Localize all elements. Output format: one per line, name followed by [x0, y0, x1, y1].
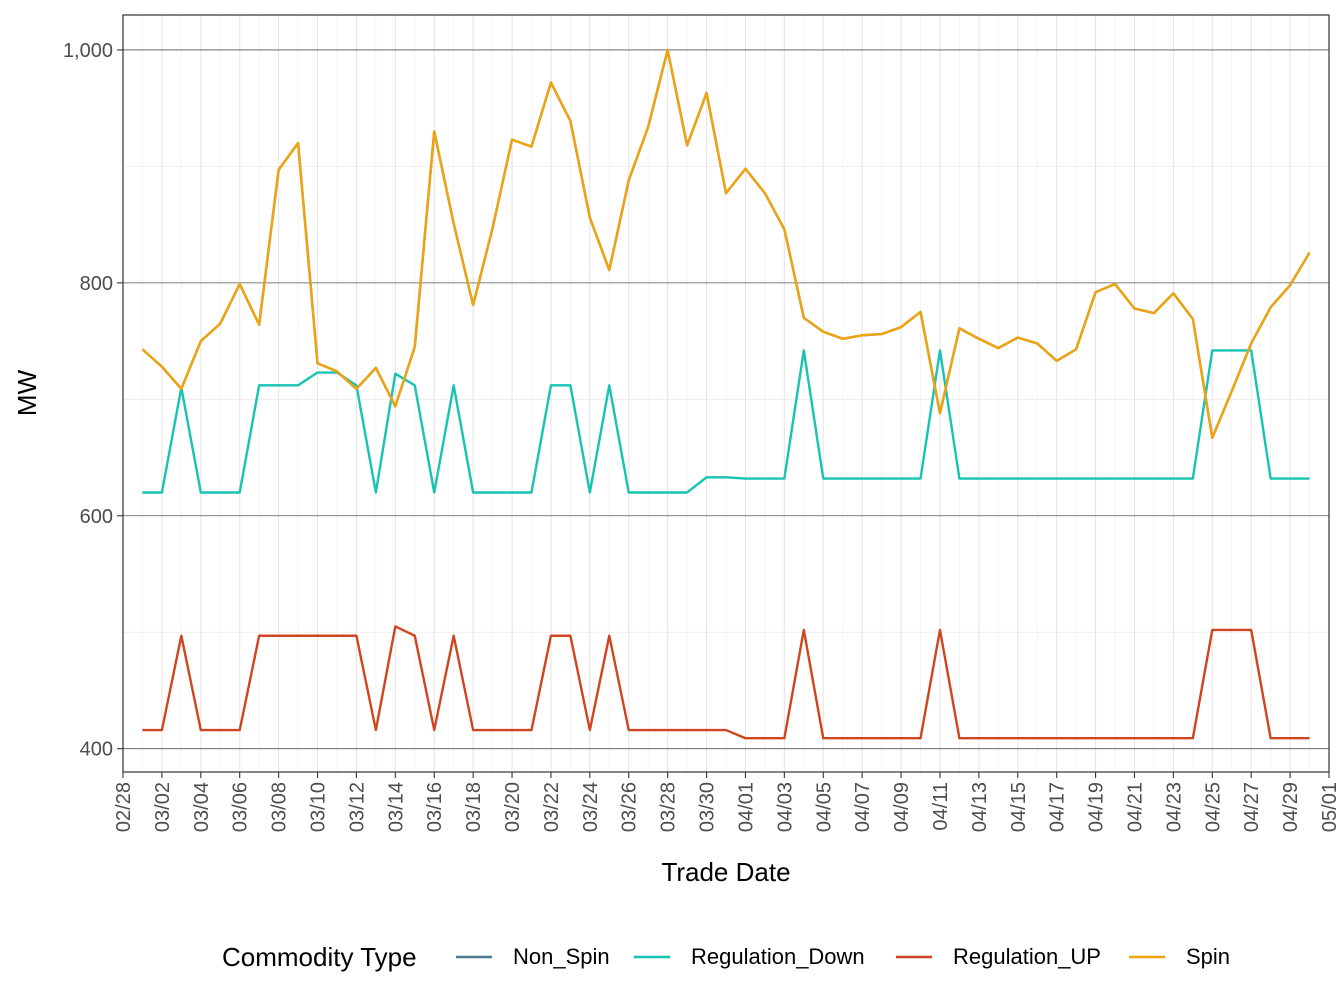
x-tick-label: 03/06 — [230, 782, 252, 832]
y-axis-title: MW — [12, 369, 42, 416]
x-tick-label: 05/01 — [1319, 782, 1341, 832]
x-tick-label: 04/13 — [969, 782, 991, 832]
x-tick-label: 04/07 — [852, 782, 874, 832]
series-line-regulation-up — [142, 625, 1310, 740]
x-tick-label: 03/20 — [502, 782, 524, 832]
x-axis: 02/28 03/02 03/04 03/06 03/08 03/10 03/12 03/14… — [113, 772, 1341, 832]
legend: Commodity Type Non_Spin Regulation_Down Re… — [222, 942, 1230, 972]
series-line-spin — [141, 48, 1311, 439]
x-tick-label: 03/10 — [308, 782, 330, 832]
y-tick-label: 800 — [80, 273, 113, 295]
x-tick-label: 04/11 — [930, 782, 952, 831]
x-tick-label: 04/27 — [1241, 782, 1263, 832]
x-tick-label: 04/25 — [1202, 782, 1224, 832]
x-tick-label: 03/18 — [463, 782, 485, 832]
x-tick-label: 04/01 — [735, 782, 757, 832]
x-tick-label: 04/17 — [1047, 782, 1069, 832]
x-tick-label: 03/22 — [541, 782, 563, 832]
legend-label-regulation-down: Regulation_Down — [691, 944, 865, 969]
x-tick-label: 04/09 — [891, 782, 913, 832]
legend-label-spin: Spin — [1186, 944, 1230, 969]
x-tick-label: 04/15 — [1008, 782, 1030, 832]
legend-title: Commodity Type — [222, 942, 417, 972]
x-tick-label: 03/24 — [580, 782, 602, 832]
y-tick-label: 1,000 — [63, 40, 113, 62]
legend-label-regulation-up: Regulation_UP — [953, 944, 1101, 969]
y-tick-label: 600 — [80, 506, 113, 528]
x-axis-title: Trade Date — [661, 857, 790, 887]
x-tick-label: 04/05 — [813, 782, 835, 832]
x-tick-label: 04/03 — [774, 782, 796, 832]
x-tick-label: 03/12 — [346, 782, 368, 832]
x-tick-label: 03/26 — [619, 782, 641, 832]
y-tick-label: 400 — [80, 739, 113, 761]
y-axis: 400 600 800 1,000 — [63, 40, 123, 761]
plot-border — [122, 14, 1330, 773]
x-tick-label: 03/04 — [191, 782, 213, 832]
x-tick-label: 02/28 — [113, 782, 135, 832]
x-tick-label: 03/16 — [424, 782, 446, 832]
series-layer — [141, 48, 1311, 740]
x-tick-label: 04/23 — [1163, 782, 1185, 832]
x-tick-label: 03/30 — [697, 782, 719, 832]
x-tick-label: 04/21 — [1124, 782, 1146, 832]
x-tick-label: 03/14 — [385, 782, 407, 832]
x-tick-label: 04/29 — [1280, 782, 1302, 832]
legend-label-non-spin: Non_Spin — [513, 944, 610, 969]
x-tick-label: 03/28 — [658, 782, 680, 832]
x-tick-label: 04/19 — [1086, 782, 1108, 832]
x-tick-label: 03/02 — [152, 782, 174, 832]
x-tick-label: 03/08 — [269, 782, 291, 832]
grid-minor — [123, 15, 1329, 772]
